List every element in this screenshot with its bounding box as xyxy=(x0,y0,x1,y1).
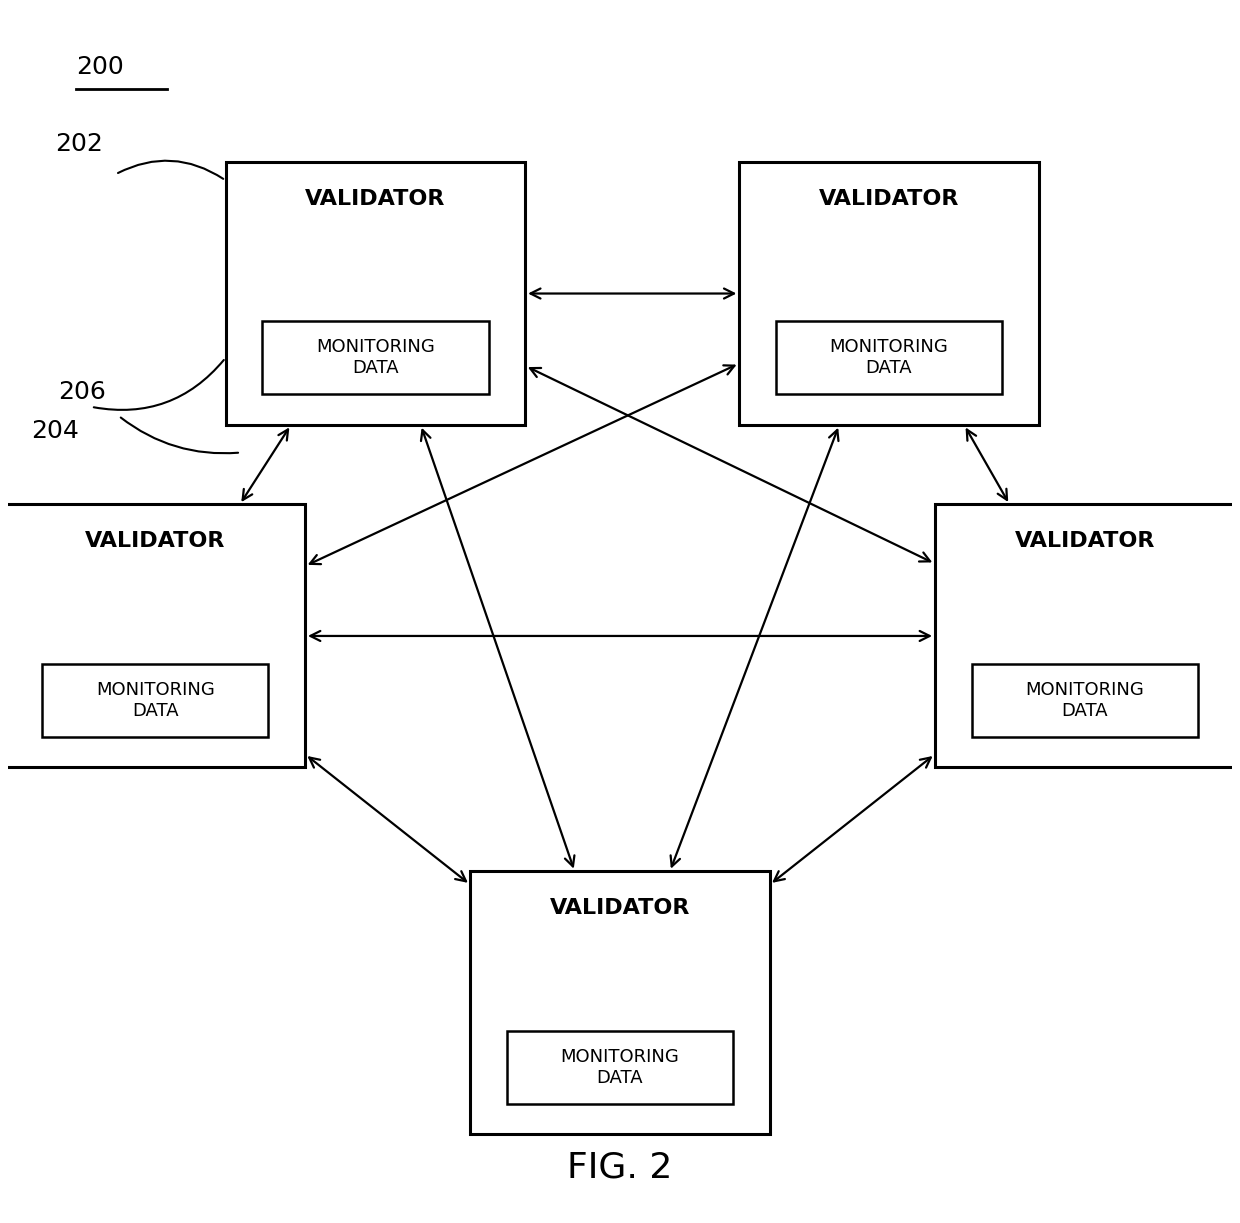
Bar xyxy=(972,664,1198,736)
FancyArrowPatch shape xyxy=(118,160,223,179)
Bar xyxy=(470,871,770,1135)
FancyArrowPatch shape xyxy=(310,631,930,641)
FancyArrowPatch shape xyxy=(967,429,1007,500)
Bar xyxy=(263,322,489,394)
FancyArrowPatch shape xyxy=(309,757,466,882)
Text: VALIDATOR: VALIDATOR xyxy=(818,188,960,209)
Text: 202: 202 xyxy=(56,132,103,155)
FancyArrowPatch shape xyxy=(310,366,734,564)
Bar xyxy=(42,664,268,736)
Bar xyxy=(935,504,1235,768)
Text: FIG. 2: FIG. 2 xyxy=(568,1151,672,1185)
Text: VALIDATOR: VALIDATOR xyxy=(305,188,445,209)
FancyArrowPatch shape xyxy=(422,430,574,866)
Text: MONITORING
DATA: MONITORING DATA xyxy=(830,339,949,377)
Bar xyxy=(226,163,526,426)
Text: VALIDATOR: VALIDATOR xyxy=(549,898,691,918)
FancyArrowPatch shape xyxy=(774,757,931,882)
Text: 206: 206 xyxy=(58,379,107,404)
Text: 200: 200 xyxy=(76,55,124,79)
Text: MONITORING
DATA: MONITORING DATA xyxy=(95,681,215,719)
Bar xyxy=(776,322,1002,394)
FancyArrowPatch shape xyxy=(531,289,734,298)
Text: VALIDATOR: VALIDATOR xyxy=(1014,531,1154,552)
Text: MONITORING
DATA: MONITORING DATA xyxy=(1025,681,1145,719)
Text: VALIDATOR: VALIDATOR xyxy=(86,531,226,552)
Bar xyxy=(507,1031,733,1103)
Text: MONITORING
DATA: MONITORING DATA xyxy=(560,1048,680,1086)
FancyArrowPatch shape xyxy=(120,417,238,454)
Text: 204: 204 xyxy=(31,419,79,443)
FancyArrowPatch shape xyxy=(671,430,838,866)
Bar xyxy=(739,163,1039,426)
Bar xyxy=(5,504,305,768)
FancyArrowPatch shape xyxy=(94,360,223,410)
FancyArrowPatch shape xyxy=(529,368,930,561)
FancyArrowPatch shape xyxy=(243,429,288,500)
Text: MONITORING
DATA: MONITORING DATA xyxy=(316,339,435,377)
